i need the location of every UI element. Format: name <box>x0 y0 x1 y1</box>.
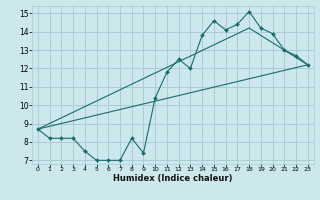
X-axis label: Humidex (Indice chaleur): Humidex (Indice chaleur) <box>113 174 233 183</box>
